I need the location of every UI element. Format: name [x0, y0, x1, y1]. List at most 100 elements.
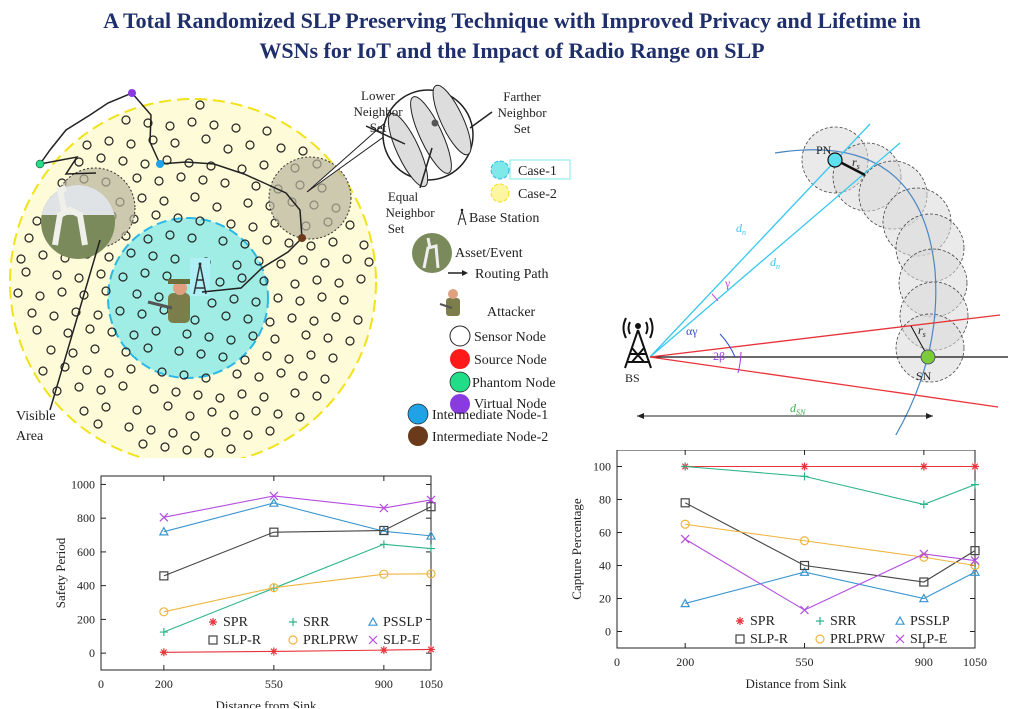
series-line-spr	[163, 648, 432, 653]
title-line-2: WSNs for IoT and the Impact of Radio Ran…	[259, 38, 765, 63]
sensor-node	[215, 393, 225, 403]
sensor-node	[182, 445, 192, 455]
sensor-node	[331, 312, 341, 322]
sensor-node	[243, 198, 253, 208]
sensor-node	[27, 308, 37, 318]
legend-label-prlprw: PRLPRW	[303, 633, 359, 648]
sensor-node	[276, 143, 286, 153]
sensor-node	[162, 271, 172, 281]
data-point-prlprw	[426, 569, 436, 579]
sensor-node	[284, 238, 294, 248]
two-beta-label: 2β	[713, 349, 725, 363]
sensor-node	[301, 330, 311, 340]
sensor-node	[157, 367, 167, 377]
y-tick-label: 600	[77, 545, 95, 559]
sensor-node	[96, 385, 106, 395]
sensor-node	[121, 115, 131, 125]
sensor-node	[359, 240, 369, 250]
sensor-node	[201, 373, 211, 383]
legend-sensor-node: Sensor Node	[474, 330, 546, 345]
sensor-node	[170, 138, 180, 148]
sensor-node	[32, 216, 42, 226]
sensor-node	[24, 233, 34, 243]
data-point-slp-e	[919, 549, 929, 559]
data-point-spr	[427, 645, 435, 654]
sensor-node	[265, 426, 275, 436]
attacker-icon	[147, 279, 192, 323]
sensor-node	[237, 389, 247, 399]
sensor-node	[60, 362, 70, 372]
sensor-node	[132, 405, 142, 415]
equal-neighbor-arrow	[419, 147, 433, 189]
capture-percentage-chart: 0 20 40 60 80 100 0 200 550 900 1050 Distance from …	[569, 450, 987, 691]
sensor-node	[320, 374, 330, 384]
sensor-node	[323, 333, 333, 343]
y-tick-label: 200	[77, 612, 95, 626]
paper-title: A Total Randomized SLP Preserving Techni…	[0, 6, 1024, 66]
sensor-node	[345, 220, 355, 230]
data-point-slp-r	[379, 525, 389, 536]
rs-label-bottom: rs	[918, 323, 926, 339]
sensor-node	[345, 336, 355, 346]
x-tick-label: 900	[375, 677, 393, 691]
two-beta-arc	[737, 351, 742, 374]
sensor-node	[237, 273, 247, 283]
sensor-node	[38, 250, 48, 260]
data-point-prlprw	[799, 536, 810, 546]
sensor-node	[342, 254, 352, 264]
sensor-node	[46, 345, 56, 355]
sensor-node	[140, 268, 150, 278]
sensor-node	[79, 290, 89, 300]
sensor-node	[190, 431, 200, 441]
sensor-node	[254, 372, 264, 382]
sensor-node	[185, 411, 195, 421]
sensor-node	[251, 297, 261, 307]
sensor-node	[182, 329, 192, 339]
sensor-node	[13, 288, 23, 298]
data-point-srr	[427, 544, 435, 553]
sensor-node	[171, 387, 181, 397]
data-point-prlprw	[269, 583, 279, 593]
sensor-node	[273, 409, 283, 419]
sensor-node	[16, 254, 26, 264]
sensor-node	[240, 355, 250, 365]
y-tick-label: 60	[599, 526, 611, 540]
base-station-icon	[190, 258, 210, 296]
upper-red-ray	[649, 314, 1001, 358]
x-tick-label: 200	[676, 655, 694, 669]
data-point-spr	[971, 462, 979, 471]
sensor-node	[165, 121, 175, 131]
series-line-slp-r	[163, 506, 432, 577]
x-axis-label: Distance from Sink	[215, 698, 317, 708]
sensor-node	[143, 118, 153, 128]
radio-range-circles	[801, 126, 969, 383]
lower-neighbor-label-1: Lower	[361, 88, 396, 103]
sensor-node	[151, 210, 161, 220]
legend-label-spr: SPR	[223, 615, 249, 630]
title-line-1: A Total Randomized SLP Preserving Techni…	[103, 8, 921, 33]
sensor-node	[126, 139, 136, 149]
sensor-node	[187, 233, 197, 243]
series-line-srr	[163, 543, 432, 633]
sensor-nodes	[13, 100, 374, 458]
sensor-node	[295, 412, 305, 422]
legend-marker-slp-r	[208, 635, 218, 645]
sensor-node	[295, 296, 305, 306]
sensor-node	[298, 371, 308, 381]
sensor-node	[101, 402, 111, 412]
sensor-node	[159, 196, 169, 206]
node-arc	[774, 149, 937, 435]
sensor-node	[251, 181, 261, 191]
sensor-node	[262, 235, 272, 245]
gamma-label: γ	[724, 276, 731, 290]
farther-neighbor-label-3: Set	[514, 121, 531, 136]
bs-tower-icon	[622, 317, 654, 369]
rs-label-top: rs	[852, 155, 860, 171]
neighbor-set-zoom	[306, 84, 474, 193]
legend-attacker-icon	[439, 289, 460, 316]
legend-marker-prlprw	[815, 634, 825, 644]
legend-marker-prlprw	[288, 635, 298, 645]
sensor-node	[232, 369, 242, 379]
pn-label: PN	[816, 143, 832, 157]
legend-label-slp-e: SLP-E	[383, 633, 420, 648]
